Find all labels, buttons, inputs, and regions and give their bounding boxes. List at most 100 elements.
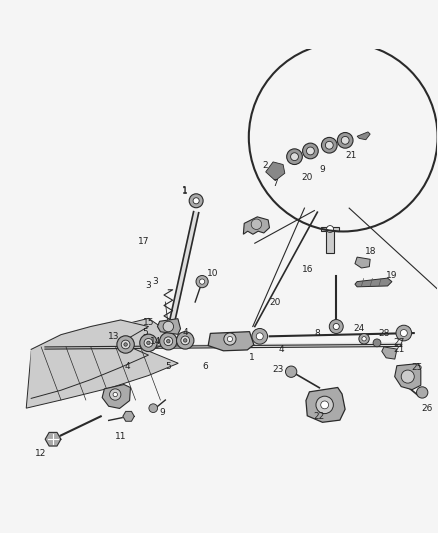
Circle shape: [316, 396, 333, 414]
Circle shape: [199, 279, 205, 284]
Circle shape: [166, 340, 170, 343]
Text: 1: 1: [182, 187, 188, 196]
Circle shape: [184, 338, 187, 342]
Polygon shape: [208, 332, 254, 351]
Circle shape: [341, 136, 349, 144]
Circle shape: [117, 336, 134, 353]
Text: 17: 17: [138, 237, 149, 246]
Circle shape: [149, 404, 158, 413]
Text: 14: 14: [150, 337, 161, 346]
Circle shape: [227, 336, 233, 342]
Text: 22: 22: [314, 412, 325, 421]
Text: 2: 2: [262, 161, 268, 170]
Circle shape: [181, 336, 190, 345]
Polygon shape: [102, 384, 131, 408]
Circle shape: [396, 325, 412, 341]
Text: 26: 26: [421, 403, 432, 413]
Polygon shape: [357, 132, 370, 140]
Text: 13: 13: [108, 332, 120, 341]
Text: 28: 28: [378, 328, 390, 337]
Polygon shape: [395, 364, 421, 390]
Polygon shape: [26, 318, 178, 408]
Circle shape: [140, 334, 157, 352]
Text: 3: 3: [145, 281, 151, 290]
Circle shape: [164, 337, 173, 345]
Text: 23: 23: [272, 365, 283, 374]
Text: 5: 5: [166, 362, 171, 371]
Circle shape: [177, 332, 194, 349]
Circle shape: [321, 401, 328, 409]
Circle shape: [359, 334, 369, 344]
Circle shape: [193, 198, 199, 204]
Text: 12: 12: [35, 449, 47, 458]
Text: 7: 7: [272, 179, 278, 188]
Circle shape: [290, 153, 298, 160]
Polygon shape: [355, 257, 370, 268]
Text: 20: 20: [269, 297, 280, 306]
Circle shape: [362, 336, 366, 341]
Circle shape: [417, 387, 428, 398]
Circle shape: [189, 194, 203, 208]
Text: 19: 19: [386, 271, 398, 280]
Circle shape: [321, 138, 337, 153]
Circle shape: [307, 147, 314, 155]
Polygon shape: [306, 387, 345, 422]
Circle shape: [113, 392, 117, 397]
Circle shape: [401, 370, 414, 383]
Circle shape: [124, 343, 127, 346]
Polygon shape: [123, 411, 134, 421]
Text: 20: 20: [302, 173, 313, 182]
Circle shape: [303, 143, 318, 159]
Circle shape: [196, 276, 208, 288]
Circle shape: [337, 133, 353, 148]
Polygon shape: [166, 212, 199, 340]
Text: 15: 15: [143, 318, 154, 327]
Text: 21: 21: [346, 150, 357, 159]
Text: 11: 11: [115, 432, 127, 441]
Text: 3: 3: [152, 277, 158, 286]
Text: 4: 4: [279, 345, 284, 354]
Polygon shape: [45, 432, 61, 446]
Circle shape: [287, 149, 302, 165]
Text: 24: 24: [353, 325, 365, 334]
Circle shape: [329, 320, 343, 334]
Text: 21: 21: [393, 345, 405, 354]
Circle shape: [286, 366, 297, 377]
Polygon shape: [382, 347, 397, 359]
Text: 16: 16: [302, 265, 313, 274]
Polygon shape: [31, 320, 148, 398]
Circle shape: [224, 333, 236, 345]
Text: 1: 1: [182, 187, 188, 196]
Polygon shape: [244, 217, 269, 234]
Polygon shape: [355, 278, 392, 287]
Circle shape: [159, 333, 177, 350]
Circle shape: [373, 339, 381, 347]
Circle shape: [147, 341, 150, 345]
Circle shape: [251, 219, 261, 230]
Text: 9: 9: [319, 165, 325, 174]
Circle shape: [144, 338, 153, 347]
Text: 6: 6: [202, 362, 208, 371]
Polygon shape: [266, 162, 285, 181]
Text: 18: 18: [365, 247, 377, 256]
Polygon shape: [45, 343, 402, 349]
Circle shape: [327, 225, 333, 232]
Circle shape: [252, 328, 268, 344]
Circle shape: [325, 141, 333, 149]
Text: 4: 4: [182, 328, 188, 337]
Polygon shape: [157, 319, 180, 334]
Text: 9: 9: [159, 408, 165, 417]
Circle shape: [333, 324, 339, 329]
Circle shape: [163, 321, 173, 332]
Text: 10: 10: [207, 269, 219, 278]
Text: 4: 4: [125, 362, 131, 371]
Text: 8: 8: [314, 328, 320, 337]
Polygon shape: [321, 227, 339, 253]
Text: 1: 1: [249, 353, 254, 362]
Circle shape: [121, 340, 130, 349]
Text: 25: 25: [411, 363, 422, 372]
Circle shape: [400, 329, 407, 336]
Text: 5: 5: [143, 328, 148, 337]
Text: 27: 27: [393, 338, 405, 348]
Circle shape: [256, 333, 263, 340]
